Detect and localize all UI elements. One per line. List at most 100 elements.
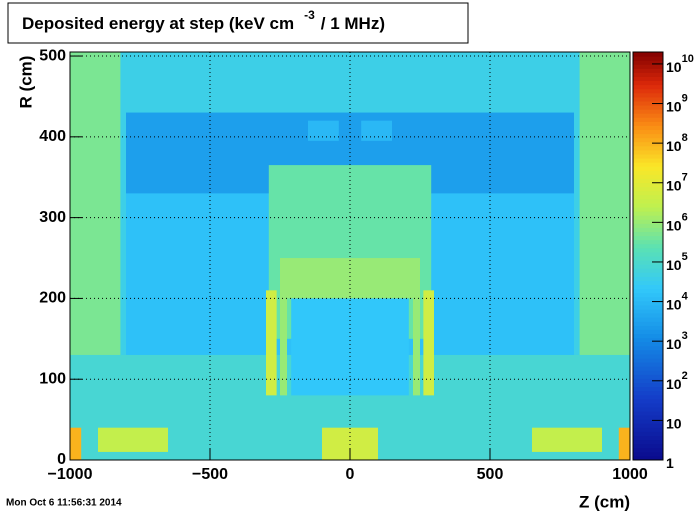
color-bar-step <box>633 68 663 73</box>
z-tick-label: 1010 <box>666 53 694 75</box>
y-tick-label: 500 <box>39 47 66 64</box>
color-bar-step <box>633 451 663 457</box>
z-tick-base: 10 <box>666 336 682 352</box>
color-bar-step <box>633 284 663 290</box>
title-box <box>7 2 469 44</box>
color-bar-step <box>633 52 663 57</box>
y-tick-label: 0 <box>57 451 66 468</box>
color-bar-step <box>633 345 663 351</box>
color-bar-step <box>633 329 663 335</box>
color-bar-step <box>633 333 663 339</box>
color-bar-step <box>633 260 663 265</box>
color-bar-step <box>633 406 663 412</box>
y-tick-label: 300 <box>39 209 66 226</box>
color-bar-step <box>633 349 663 355</box>
color-bar-step <box>633 223 663 228</box>
color-bar-step <box>633 358 663 363</box>
heat-cell <box>266 290 277 396</box>
color-bar-step <box>633 113 663 118</box>
color-bar-step <box>633 455 663 461</box>
z-tick-base: 10 <box>666 59 682 75</box>
z-tick-base: 10 <box>666 98 682 114</box>
z-tick-base: 10 <box>666 296 682 312</box>
color-bar-step <box>633 321 663 326</box>
color-bar-step <box>633 423 663 428</box>
y-axis-label: R (cm) <box>16 56 35 109</box>
z-tick-exponent: 7 <box>682 172 688 184</box>
color-bar-step <box>633 109 663 114</box>
heat-cell <box>618 427 630 460</box>
heat-cell <box>423 290 434 396</box>
z-tick-exponent: 6 <box>682 211 688 223</box>
x-tick-label: −1000 <box>48 466 93 483</box>
z-tick-label: 10 <box>666 415 682 431</box>
color-bar-step <box>633 133 663 139</box>
color-bar-step <box>633 56 663 61</box>
z-tick-base: 10 <box>666 217 682 233</box>
color-bar-step <box>633 390 663 396</box>
color-bar-step <box>633 398 663 404</box>
heat-cell <box>70 427 82 460</box>
color-bar-step <box>633 402 663 408</box>
z-tick-base: 10 <box>666 257 682 273</box>
z-tick-exponent: 2 <box>682 370 688 382</box>
color-bar-step <box>633 374 663 379</box>
x-tick-label: −500 <box>192 466 228 483</box>
z-tick-label: 102 <box>666 370 688 392</box>
color-bar-step <box>633 268 663 273</box>
heat-cell <box>308 120 339 141</box>
color-bar-step <box>633 443 663 449</box>
color-bar-step <box>633 80 663 86</box>
y-tick-label: 100 <box>39 370 66 387</box>
color-bar-step <box>633 378 663 383</box>
color-bar-step <box>633 219 663 224</box>
color-bar-step <box>633 243 663 249</box>
color-bar-step <box>633 207 663 212</box>
title-main: Deposited energy at step (keV cm <box>22 14 294 33</box>
x-tick-label: 500 <box>477 466 504 483</box>
color-bar-step <box>633 366 663 371</box>
z-tick-base: 10 <box>666 375 682 391</box>
x-tick-label: 1000 <box>612 466 648 483</box>
heat-cell <box>413 290 420 396</box>
color-bar-step <box>633 149 663 155</box>
color-bar-step <box>633 362 663 367</box>
z-tick-exponent: 8 <box>682 132 688 144</box>
heat-cell <box>70 52 121 355</box>
color-bar-step <box>633 382 663 388</box>
chart-title: Deposited energy at step (keV cm -3 / 1 MH… <box>22 8 385 33</box>
timestamp: Mon Oct 6 11:56:31 2014 <box>6 498 122 509</box>
color-bar-step <box>633 129 663 135</box>
heat-cell <box>361 120 392 141</box>
color-bar-step <box>633 227 663 233</box>
color-bar-step <box>633 439 663 445</box>
color-bar-step <box>633 325 663 330</box>
color-bar-step <box>633 105 663 110</box>
color-bar-step <box>633 84 663 90</box>
color-bar-step <box>633 121 663 126</box>
color-bar-step <box>633 309 663 314</box>
x-axis-label: Z (cm) <box>579 492 630 511</box>
color-bar-step <box>633 76 663 82</box>
heat-cell <box>280 290 287 396</box>
z-tick-label: 105 <box>666 251 688 273</box>
color-bar-step <box>633 125 663 131</box>
color-bar-step <box>633 137 663 143</box>
color-bar-step <box>633 251 663 257</box>
z-tick-base: 10 <box>666 177 682 193</box>
z-tick-label: 107 <box>666 172 688 194</box>
z-tick-label: 108 <box>666 132 688 154</box>
color-bar-step <box>633 174 663 179</box>
color-bar-step <box>633 92 663 98</box>
z-tick-base: 1 <box>666 455 674 471</box>
z-tick-label: 1 <box>666 455 674 471</box>
heat-cell <box>532 427 602 452</box>
color-bar-step <box>633 272 663 277</box>
color-bar-step <box>633 145 663 151</box>
title-exponent: -3 <box>304 8 315 22</box>
color-bar-step <box>633 60 663 65</box>
color-bar-step <box>633 313 663 318</box>
color-bar-step <box>633 166 663 171</box>
